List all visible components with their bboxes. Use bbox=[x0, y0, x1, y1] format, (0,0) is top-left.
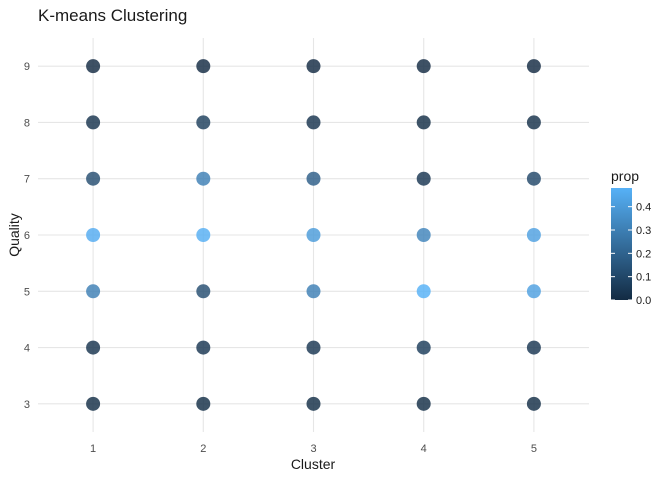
legend-tick-label: 0.1 bbox=[636, 272, 651, 284]
legend-tick-label: 0.4 bbox=[636, 202, 651, 214]
legend-tick-label: 0.3 bbox=[636, 225, 651, 237]
y-tick-label: 4 bbox=[24, 343, 30, 355]
data-point bbox=[196, 396, 211, 411]
data-point bbox=[416, 396, 431, 411]
y-tick-label: 3 bbox=[24, 399, 30, 411]
data-point bbox=[86, 228, 101, 242]
x-tick-label: 5 bbox=[531, 443, 537, 455]
y-tick-label: 5 bbox=[24, 286, 30, 298]
x-tick-label: 1 bbox=[90, 443, 96, 455]
data-point bbox=[526, 59, 541, 74]
legend-colorbar bbox=[611, 188, 632, 300]
data-point bbox=[306, 228, 321, 242]
y-axis-title: Quality bbox=[6, 213, 22, 257]
color-legend: prop 0.0 0.1 0.2 0.3 0.4 bbox=[611, 168, 651, 307]
data-point bbox=[86, 115, 101, 130]
data-point bbox=[86, 284, 101, 299]
legend-title: prop bbox=[611, 168, 639, 184]
data-point bbox=[196, 228, 211, 242]
data-point bbox=[86, 396, 101, 411]
y-tick-label: 8 bbox=[24, 117, 30, 129]
data-point bbox=[526, 171, 541, 186]
data-point bbox=[416, 115, 431, 130]
legend-ticks: 0.0 0.1 0.2 0.3 0.4 bbox=[611, 202, 651, 307]
data-point bbox=[306, 396, 321, 411]
data-point bbox=[86, 171, 101, 186]
chart-title: K-means Clustering bbox=[38, 6, 187, 25]
x-tick-label: 2 bbox=[200, 443, 206, 455]
data-point bbox=[196, 340, 211, 355]
data-point bbox=[196, 59, 211, 74]
data-point bbox=[86, 340, 101, 355]
x-tick-label: 3 bbox=[310, 443, 316, 455]
y-tick-label: 9 bbox=[24, 61, 30, 73]
x-tick-labels: 1 2 3 4 5 bbox=[90, 443, 537, 455]
data-point bbox=[416, 228, 431, 242]
data-point bbox=[196, 171, 211, 186]
data-point bbox=[196, 115, 211, 130]
data-point bbox=[526, 340, 541, 355]
data-point bbox=[306, 171, 321, 186]
data-point bbox=[306, 59, 321, 74]
x-axis-title: Cluster bbox=[291, 456, 336, 472]
data-point bbox=[416, 284, 431, 299]
legend-tick-label: 0.0 bbox=[636, 295, 651, 307]
data-point bbox=[526, 228, 541, 242]
data-point bbox=[416, 171, 431, 186]
x-tick-label: 4 bbox=[421, 443, 427, 455]
legend-tick-label: 0.2 bbox=[636, 248, 651, 260]
y-tick-labels: 3 4 5 6 7 8 9 bbox=[24, 61, 30, 411]
data-point bbox=[306, 340, 321, 355]
data-point bbox=[526, 115, 541, 130]
data-points bbox=[86, 59, 541, 411]
data-point bbox=[416, 340, 431, 355]
data-point bbox=[306, 284, 321, 299]
data-point bbox=[526, 284, 541, 299]
data-point bbox=[86, 59, 101, 74]
y-tick-label: 6 bbox=[24, 230, 30, 242]
data-point bbox=[306, 115, 321, 130]
data-point bbox=[526, 396, 541, 411]
data-point bbox=[416, 59, 431, 74]
data-point bbox=[196, 284, 211, 299]
y-tick-label: 7 bbox=[24, 174, 30, 186]
